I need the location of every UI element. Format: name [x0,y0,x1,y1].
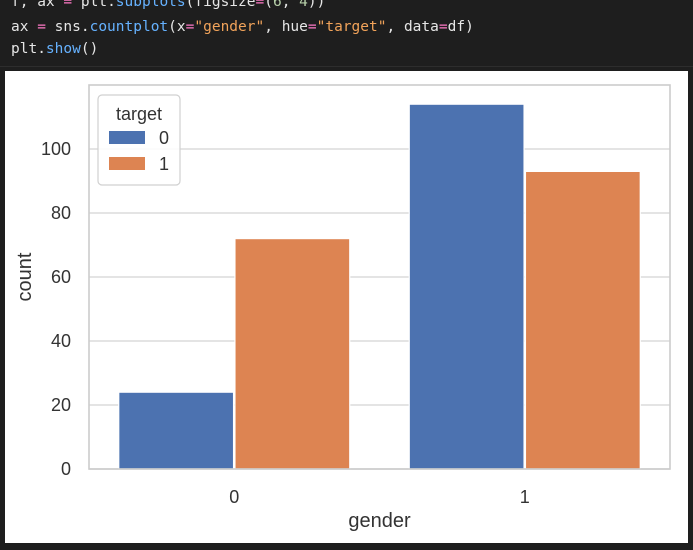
y-axis-label: count [14,252,36,301]
code-token: f [11,0,20,10]
y-tick-label: 100 [41,139,71,159]
code-token: = [307,19,317,35]
code-token: data [403,19,439,35]
bar-gender-0-target-1 [234,238,351,470]
code-token: sns. [54,19,90,35]
code-token: 6 [272,0,282,10]
legend-title: target [116,104,162,124]
y-tick-label: 40 [51,331,71,351]
code-line-3: plt.show() [11,38,98,60]
code-token: x [176,19,186,35]
bar-gender-1-target-0 [408,103,525,470]
y-tick-label: 60 [51,267,71,287]
code-token: () [80,41,99,57]
code-token: = [438,19,448,35]
y-tick-label: 0 [61,459,71,479]
code-token: show [45,41,81,57]
bar-gender-0-target-0 [118,391,235,470]
code-token: plt. [80,0,116,10]
code-token: = [28,19,55,35]
x-axis-label: gender [348,510,411,532]
y-tick-label: 20 [51,395,71,415]
code-token: = [185,19,195,35]
code-cell[interactable]: f, ax = plt.subplots(figsize=(6, 4)) ax … [0,0,693,67]
y-tick-label: 80 [51,203,71,223]
x-tick-label: 0 [229,487,239,507]
code-token: ax [37,0,55,10]
legend-label: 0 [159,128,169,148]
code-token: countplot [89,19,169,35]
code-token: , [386,19,404,35]
code-token: hue [281,19,308,35]
code-token: plt. [11,41,46,57]
code-token: subplots [115,0,186,10]
legend-swatch-1 [109,157,145,170]
code-token: "target" [316,19,387,35]
code-line-2: ax = sns.countplot(x="gender", hue="targ… [11,16,474,38]
code-token: ( [264,0,273,10]
legend-swatch-0 [109,131,145,144]
code-token: ) [465,19,474,35]
code-token: , [19,0,38,10]
axes-frame [88,84,671,470]
code-token: = [54,0,81,10]
code-token: , [264,19,282,35]
code-token: figsize [194,0,256,10]
code-token: ( [168,19,177,35]
code-token: ax [11,19,29,35]
plot-output: 0 20 40 60 80 100 0 1 gender count target 0 1 [5,71,688,543]
code-token: = [255,0,265,10]
countplot-chart: 0 20 40 60 80 100 0 1 gender count target 0 1 [14,84,671,532]
x-tick-label: 1 [520,487,530,507]
legend-label: 1 [159,154,169,174]
code-token: df [447,19,466,35]
code-token: 4 [299,0,308,10]
code-token: ( [185,0,195,10]
code-token: , [281,0,300,10]
code-token: "gender" [194,19,265,35]
code-line-1: f, ax = plt.subplots(figsize=(6, 4)) [11,0,325,13]
code-token: )) [307,0,326,10]
bar-gender-1-target-1 [524,170,641,470]
